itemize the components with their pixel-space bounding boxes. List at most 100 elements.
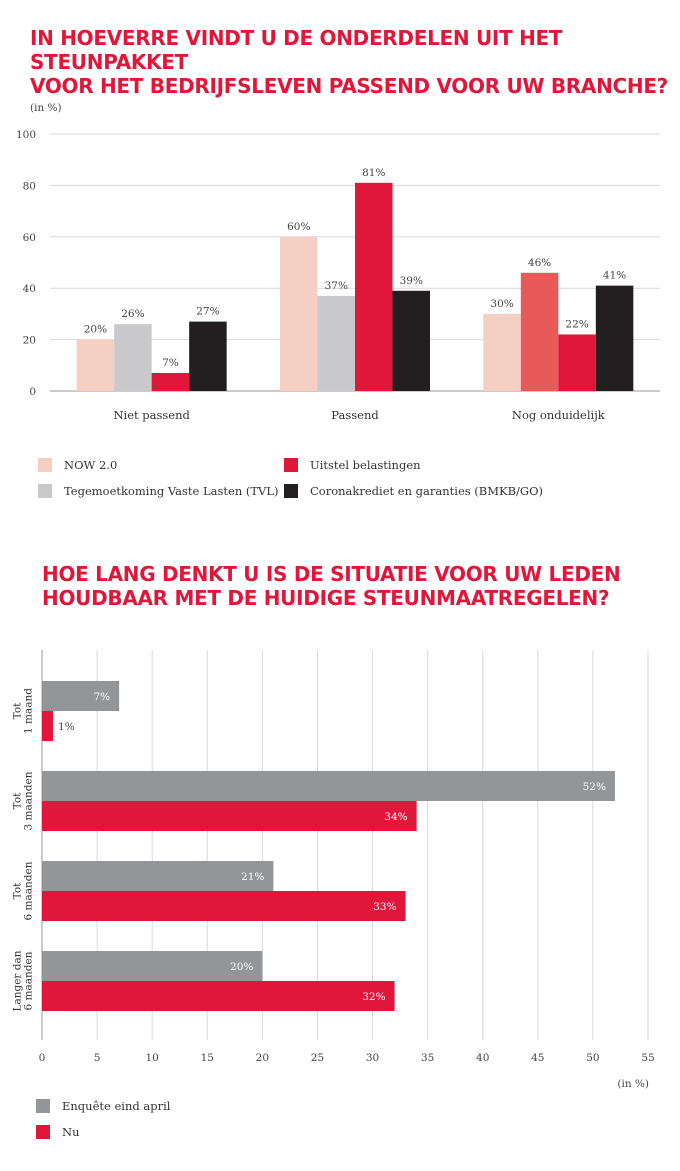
legend-label: Uitstel belastingen	[310, 458, 421, 472]
chart2-value-label: 20%	[230, 961, 253, 973]
chart1-value-label: 60%	[287, 221, 310, 233]
chart1-value-label: 20%	[84, 324, 107, 336]
chart2-bar-1-0	[42, 771, 615, 801]
chart1-bar-2-2	[558, 334, 596, 391]
chart2-category-label-line: 3 maanden	[23, 771, 35, 830]
chart2-category-label-line: 6 maanden	[23, 951, 35, 1010]
chart1-y-tick-label: 40	[23, 283, 36, 295]
chart2-value-label: 1%	[58, 721, 75, 733]
chart2-x-tick-label: 0	[39, 1052, 46, 1064]
chart2-x-tick-label: 5	[94, 1052, 101, 1064]
chart1-value-label: 22%	[565, 318, 588, 330]
chart1-value-label: 39%	[400, 275, 423, 287]
chart1-bar-0-3	[189, 321, 227, 391]
chart1-value-labels: 20% 26% 7% 27% 60% 37% 81% 39% 30% 46% 22% 41%	[84, 167, 627, 369]
chart1-value-label: 81%	[362, 167, 385, 179]
chart1-category-label: Nog onduidelijk	[512, 408, 606, 422]
chart1-bar-2-0	[483, 313, 521, 391]
chart2-category-label-line: Tot	[12, 882, 24, 900]
chart1-value-label: 27%	[196, 306, 219, 318]
chart2-category-label-line: Langer dan	[12, 950, 24, 1011]
legend-label: NOW 2.0	[64, 458, 118, 472]
chart1-category-label: Niet passend	[113, 408, 190, 422]
chart1-bars	[76, 182, 634, 391]
chart2-value-label: 32%	[362, 991, 385, 1003]
legend-swatch	[38, 458, 52, 472]
chart2-category-label-line: 6 maanden	[23, 861, 35, 920]
chart1-y-tick-label: 20	[23, 335, 36, 347]
chart2-title: HOE LANG DENKT U IS DE SITUATIE VOOR UW …	[42, 562, 621, 610]
chart2-value-labels: 7% 1% 52% 34% 21% 33% 20% 32%	[58, 691, 606, 1003]
chart1-category-labels: Niet passend Passend Nog onduidelijk	[113, 408, 605, 422]
legend-swatch	[36, 1125, 50, 1139]
chart2-category-label: Langer dan 6 maanden	[12, 950, 35, 1011]
chart2-x-tick-label: 35	[421, 1052, 434, 1064]
chart1-value-label: 26%	[121, 308, 144, 320]
chart1-value-label: 46%	[528, 257, 551, 269]
chart2-category-label: Tot 3 maanden	[12, 771, 35, 830]
chart2-bar-1-1	[42, 801, 417, 831]
chart2-x-tick-label: 10	[145, 1052, 158, 1064]
chart2-bar-0-1	[42, 711, 54, 741]
chart2-value-label: 52%	[583, 781, 606, 793]
chart2-bar-2-0	[42, 861, 274, 891]
chart1-unit-label: (in %)	[30, 102, 62, 114]
chart1-y-tick-labels: 0 20 40 60 80 100	[16, 129, 36, 398]
chart2-x-tick-label: 25	[311, 1052, 324, 1064]
chart1-value-label: 41%	[603, 270, 626, 282]
chart1-y-tick-label: 80	[23, 180, 36, 192]
chart1-title-line1: IN HOEVERRE VINDT U DE ONDERDELEN UIT HE…	[30, 26, 563, 74]
chart2-x-tick-label: 20	[256, 1052, 269, 1064]
chart1-category-label: Passend	[331, 408, 379, 422]
chart2-x-tick-label: 45	[531, 1052, 544, 1064]
chart1-value-label: 37%	[325, 280, 348, 292]
chart1-vertical-bar-chart: 0 20 40 60 80 100 20% 26% 7% 27% 60% 37% 81% 39% 30% 4…	[16, 102, 660, 422]
legend-swatch	[284, 458, 298, 472]
chart1-bar-2-1	[520, 272, 559, 391]
chart1-y-tick-label: 100	[16, 129, 36, 141]
chart2-category-label: Tot 6 maanden	[12, 861, 35, 920]
chart2-category-label-line: Tot	[12, 792, 24, 810]
chart2-title-line2: HOUDBAAR MET DE HUIDIGE STEUNMAATREGELEN…	[42, 586, 610, 610]
chart1-value-label: 7%	[162, 357, 179, 369]
chart2-unit-label: (in %)	[617, 1078, 649, 1090]
chart1-title-line2: VOOR HET BEDRIJFSLEVEN PASSEND VOOR UW B…	[30, 74, 668, 98]
chart2-category-label: Tot 1 maand	[12, 688, 35, 734]
chart2-bar-3-0	[42, 951, 263, 981]
chart1-bar-0-2	[151, 373, 190, 391]
chart2-value-label: 7%	[93, 691, 110, 703]
chart2-bar-3-1	[42, 981, 395, 1011]
legend-swatch	[36, 1099, 50, 1113]
chart2-x-tick-labels: 0 5 10 15 20 25 30 35 40 45 50 55	[39, 1052, 655, 1064]
chart1-bar-1-3	[392, 290, 430, 391]
chart2-x-tick-label: 15	[201, 1052, 214, 1064]
legend-label: Coronakrediet en garanties (BMKB/GO)	[310, 484, 544, 498]
chart2-bar-2-1	[42, 891, 406, 921]
legend-label: Tegemoetkoming Vaste Lasten (TVL)	[64, 484, 279, 498]
chart2-x-tick-label: 30	[366, 1052, 379, 1064]
chart1-bar-0-0	[76, 339, 115, 391]
chart2-x-tick-label: 50	[586, 1052, 599, 1064]
legend-label: Nu	[62, 1125, 80, 1139]
chart2-category-label-line: 1 maand	[23, 688, 35, 734]
chart2-x-tick-label: 55	[641, 1052, 654, 1064]
chart2-x-tick-label: 40	[476, 1052, 489, 1064]
chart1-bar-2-3	[595, 285, 634, 391]
chart1-bar-1-1	[317, 295, 355, 391]
chart1-y-tick-label: 0	[29, 386, 36, 398]
legend-swatch	[284, 484, 298, 498]
chart2-value-label: 33%	[373, 901, 396, 913]
legend-label: Enquête eind april	[62, 1099, 171, 1113]
chart1-value-label: 30%	[490, 298, 513, 310]
chart1-title: IN HOEVERRE VINDT U DE ONDERDELEN UIT HE…	[30, 26, 680, 98]
chart2-bar-0-0	[42, 681, 120, 711]
chart1-bar-1-0	[280, 236, 318, 391]
chart2-value-label: 21%	[241, 871, 264, 883]
chart1-y-tick-label: 60	[23, 232, 36, 244]
chart2-title-line1: HOE LANG DENKT U IS DE SITUATIE VOOR UW …	[42, 562, 621, 586]
chart1-bar-0-1	[114, 324, 152, 391]
legend-swatch	[38, 484, 52, 498]
chart1-bar-1-2	[355, 182, 393, 391]
